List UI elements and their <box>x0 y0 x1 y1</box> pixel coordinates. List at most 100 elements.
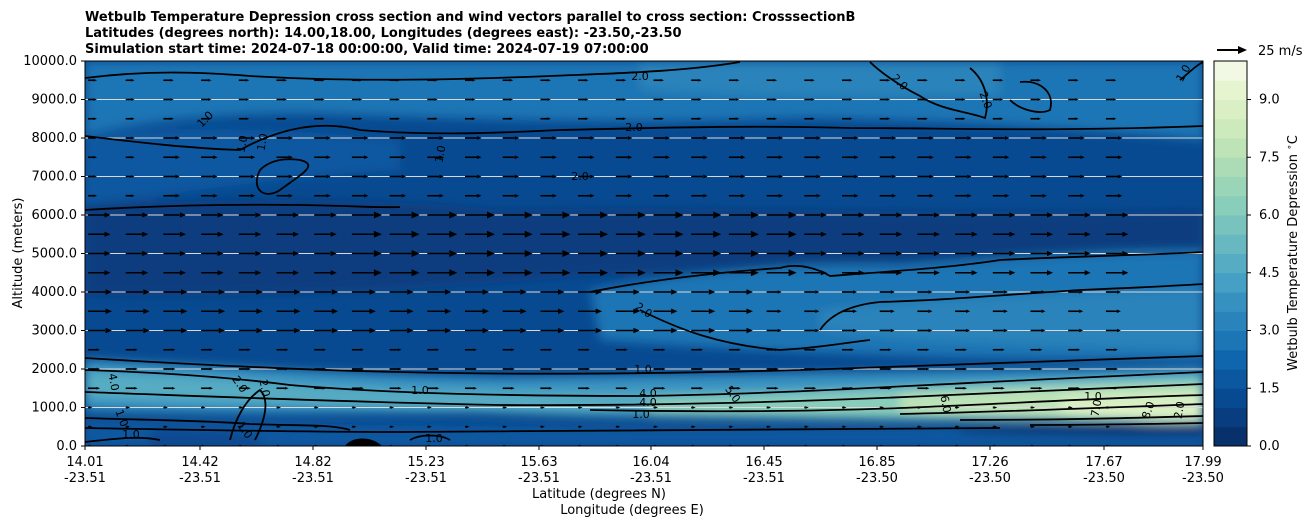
contour-6 <box>899 403 1203 415</box>
wind-vector-head <box>811 78 815 82</box>
wind-vector <box>314 193 331 198</box>
wind-vector <box>389 136 407 140</box>
wind-vector <box>728 174 746 179</box>
y-axis-ticks: 0.0 1000.0 2000.0 3000.0 4000.0 5000.0 6000.0 7… <box>23 54 85 454</box>
wind-vector <box>691 155 708 160</box>
contour-1-surface-b <box>409 434 451 441</box>
wind-vector-head <box>326 136 331 140</box>
wind-vector <box>879 212 903 218</box>
wind-vector-head <box>439 155 444 160</box>
wind-vector <box>804 212 827 218</box>
wind-vector <box>351 386 364 390</box>
wind-vector-head <box>595 308 603 315</box>
wind-vector-head <box>993 425 998 429</box>
wind-vector <box>238 174 256 179</box>
wind-vector <box>578 117 589 121</box>
wind-vector <box>728 367 741 371</box>
x-tick-label-lat: 15.63 <box>520 455 557 470</box>
wind-vector-head <box>924 78 928 82</box>
wind-vector-head <box>247 367 251 371</box>
wind-vector <box>1068 231 1091 237</box>
wind-vector-head <box>179 270 186 276</box>
wind-vector-head <box>773 117 778 121</box>
wind-vector-head <box>924 117 928 121</box>
wind-vector <box>427 193 444 198</box>
wind-vector-head <box>627 155 633 160</box>
wind-vector-head <box>321 78 325 82</box>
wind-vector-head <box>1042 155 1047 160</box>
wind-vector-head <box>487 230 495 238</box>
wind-vector <box>879 290 895 294</box>
colorbar-segment <box>1214 407 1247 428</box>
wind-vector <box>804 328 820 333</box>
wind-vector <box>578 308 603 315</box>
wind-vector-head <box>487 269 495 277</box>
wind-vector-head <box>703 136 708 140</box>
wind-vector-head <box>815 328 820 333</box>
wind-vector <box>578 269 609 277</box>
wind-vector <box>1105 155 1123 160</box>
contour-1-pocket <box>255 158 310 195</box>
wind-vector <box>653 327 678 334</box>
wind-vector <box>917 78 928 82</box>
wind-vector <box>465 193 482 198</box>
wind-vector <box>125 194 135 198</box>
wind-vector <box>992 406 998 409</box>
wind-vector <box>992 174 1010 179</box>
wind-vector <box>804 367 817 371</box>
wind-vector <box>540 174 557 179</box>
wind-vector-head <box>1080 174 1085 179</box>
wind-vector-head <box>675 250 684 257</box>
wind-vector-head <box>713 250 722 257</box>
wind-vector <box>427 155 444 160</box>
wind-vector-head <box>487 250 495 257</box>
wind-vector-head <box>929 136 934 140</box>
wind-vector <box>465 117 476 121</box>
wind-vector-head <box>713 230 722 238</box>
wind-vector-head <box>1038 348 1043 352</box>
wind-vector <box>879 348 892 352</box>
wind-vector <box>389 174 407 179</box>
wind-vector-head <box>245 98 250 101</box>
wind-vector-head <box>213 155 218 160</box>
wind-vector-head <box>369 308 376 315</box>
wind-vector-head <box>777 290 782 294</box>
wind-vector <box>88 367 100 371</box>
wind-vector-head <box>963 367 968 371</box>
wind-vector <box>917 290 933 294</box>
wind-vector <box>88 78 97 82</box>
wind-vector <box>314 231 337 237</box>
wind-vector-head <box>675 230 684 238</box>
wind-vector <box>201 386 214 390</box>
wind-vector-head <box>918 406 922 409</box>
wind-vector-head <box>1116 309 1121 313</box>
wind-vector-head <box>1042 174 1047 179</box>
wind-vector-head <box>245 117 250 121</box>
wind-vector-head <box>637 211 646 219</box>
wind-vector <box>955 250 978 257</box>
wind-vector <box>1068 250 1091 257</box>
wind-vector <box>389 250 420 257</box>
wind-vector-head <box>1004 174 1010 179</box>
wind-vector <box>201 98 212 101</box>
wind-vector-head <box>929 155 934 160</box>
wind-vector <box>88 175 97 178</box>
wind-vector-head <box>524 211 533 219</box>
wind-vector <box>351 250 382 257</box>
wind-vector <box>955 212 978 218</box>
contour-2-mid <box>819 283 1203 331</box>
wind-vector <box>917 136 934 140</box>
wind-vector <box>1105 78 1117 82</box>
wind-vector <box>728 98 740 101</box>
wind-vector <box>1105 231 1129 237</box>
wind-vector <box>351 98 363 101</box>
wind-vector-head <box>703 193 708 198</box>
wind-vector-head <box>1047 231 1053 237</box>
wind-vector <box>238 367 251 371</box>
wind-vector-head <box>627 174 633 179</box>
wind-vector-head <box>330 250 337 257</box>
wind-vector-head <box>750 230 759 238</box>
wind-vector <box>314 155 331 160</box>
wind-vector-head <box>699 348 704 352</box>
wind-vector-head <box>1118 155 1123 160</box>
